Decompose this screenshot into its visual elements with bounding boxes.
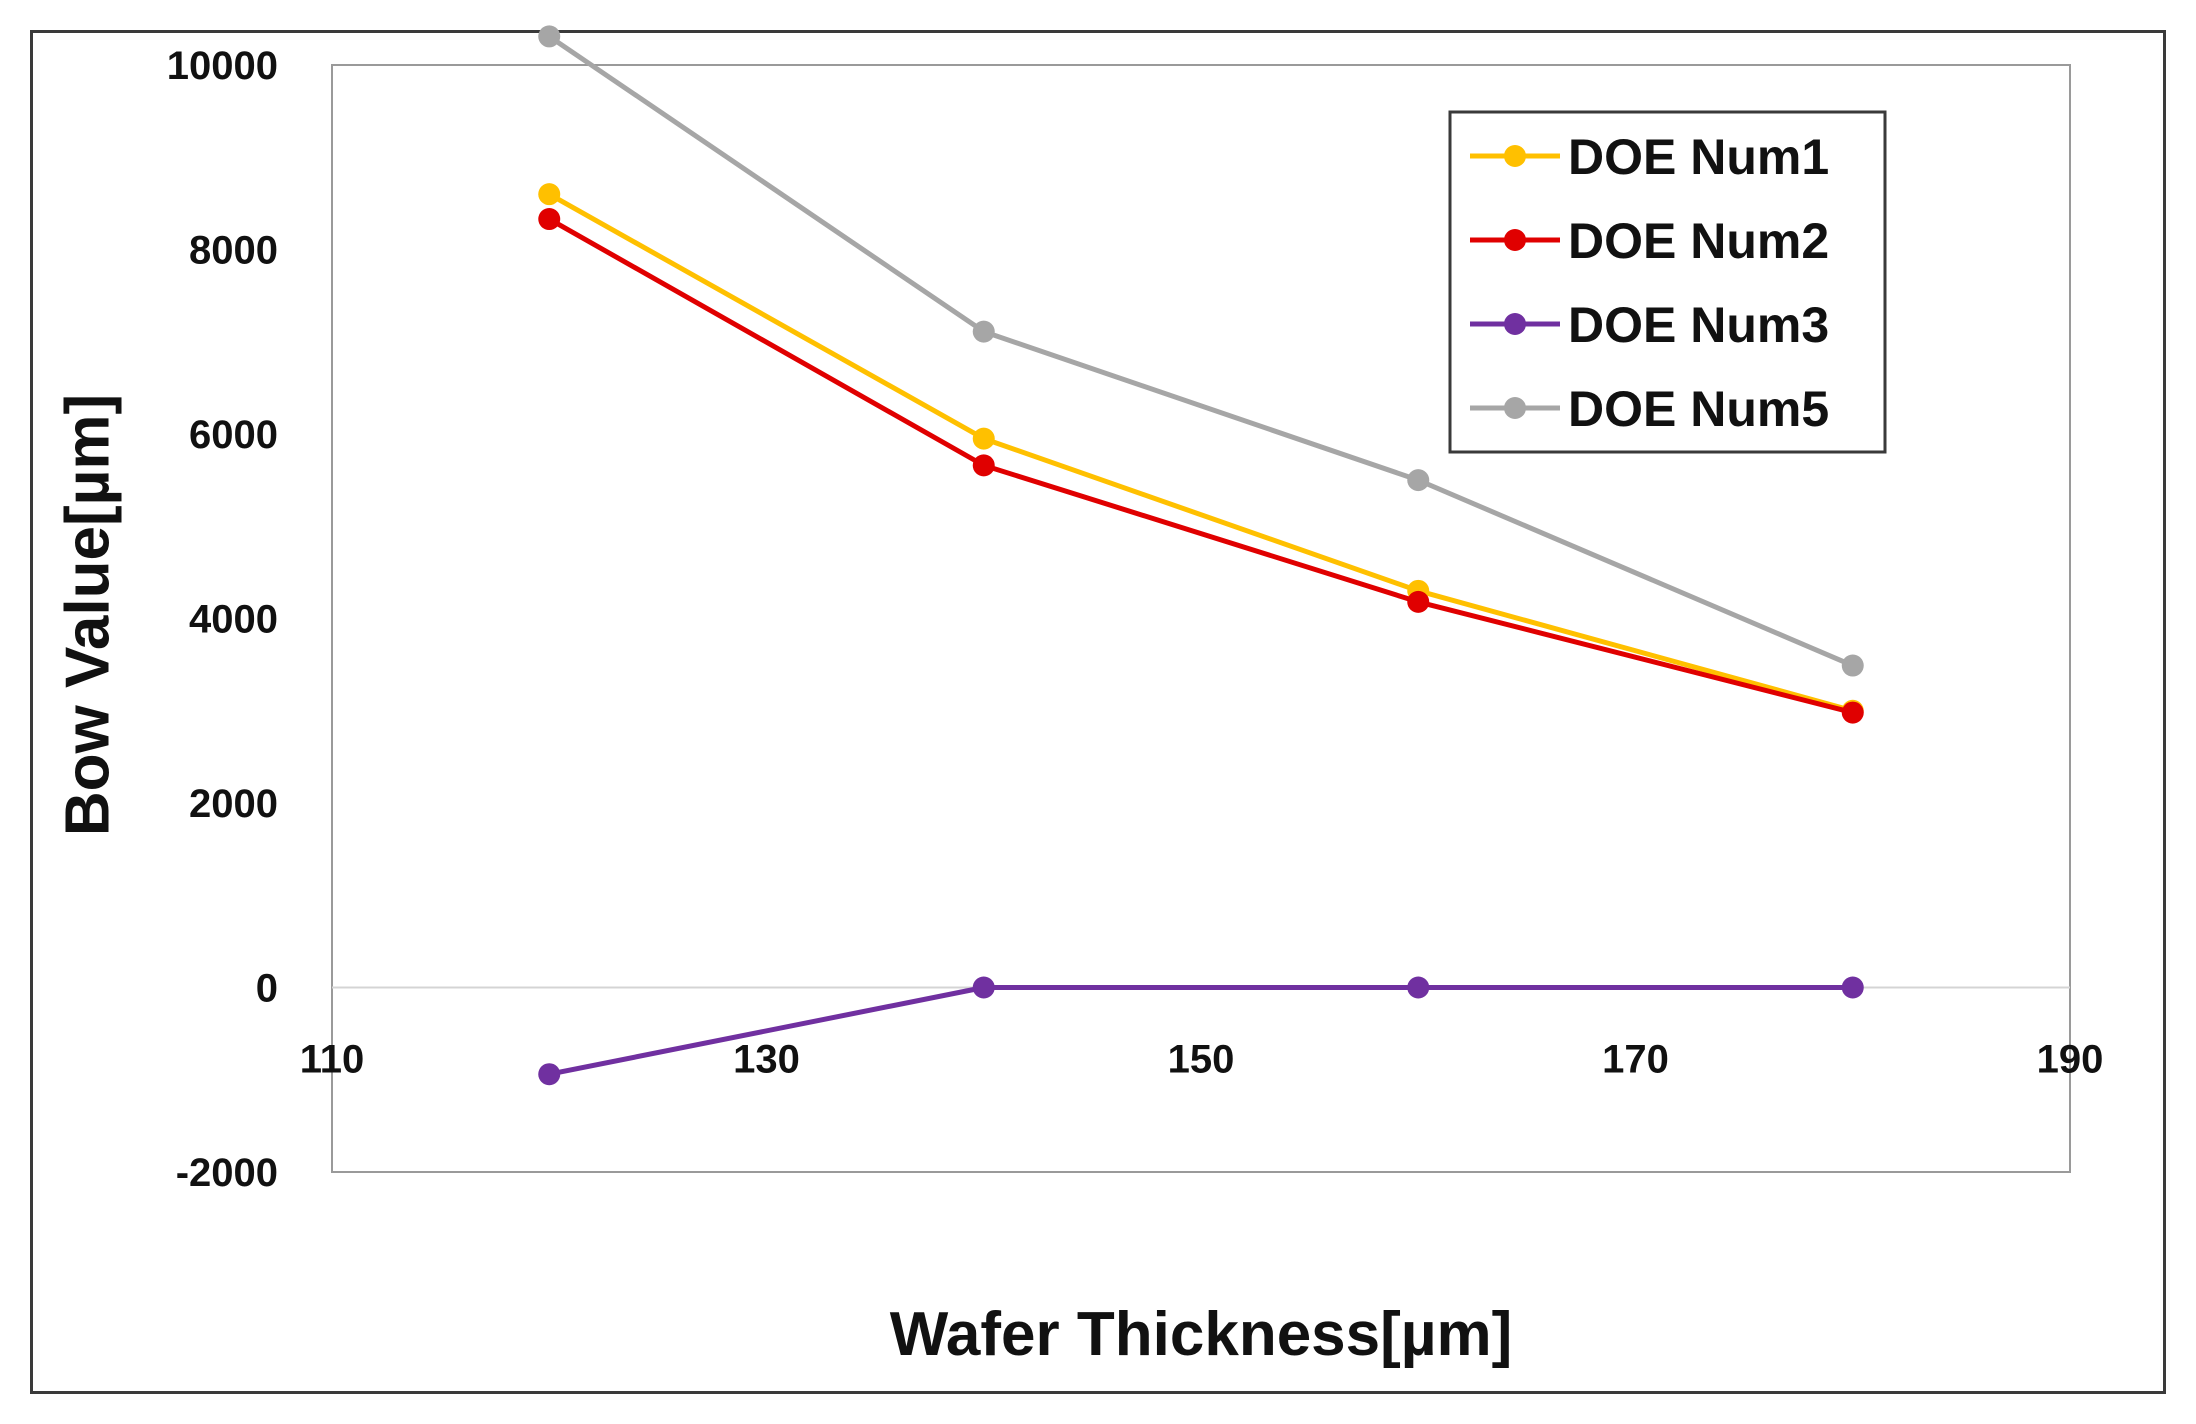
y-tick-label: 0 [256,967,278,1011]
legend-swatch-marker [1504,313,1526,335]
legend-label: DOE Num1 [1568,129,1829,185]
series-doe-num2 [538,208,1864,724]
data-point [538,25,561,48]
y-axis-tick-labels: -2000 0 2000 4000 6000 8000 10000 [167,44,278,1195]
y-tick-label: 10000 [167,44,278,88]
series-line [547,34,1854,668]
legend-label: DOE Num3 [1568,297,1829,353]
data-point [1407,590,1430,613]
legend: DOE Num1 DOE Num2 DOE Num3 DOE Num5 [1448,110,1887,454]
data-point [538,208,561,231]
legend-swatch-marker [1504,397,1526,419]
x-tick-label: 130 [733,1038,800,1082]
series-doe-num5 [538,25,1864,677]
data-point [538,1063,561,1086]
legend-label: DOE Num2 [1568,213,1829,269]
y-tick-label: -2000 [176,1151,278,1195]
x-axis-title: Wafer Thickness[µm] [890,1300,1513,1369]
y-tick-label: 8000 [189,229,278,273]
x-tick-label: 150 [1168,1038,1235,1082]
y-tick-label: 4000 [189,598,278,642]
legend-item: DOE Num2 [1470,213,1829,269]
plot-area [331,64,2071,1173]
data-point [972,427,995,450]
series-line [548,985,1853,1077]
data-point [972,976,995,999]
legend-item: DOE Num5 [1470,381,1829,437]
series-line [548,191,1854,714]
data-point [1841,654,1864,677]
series-line [548,216,1854,716]
legend-item: DOE Num1 [1470,129,1829,185]
data-point [538,183,561,206]
legend-box [1448,110,1887,454]
y-axis-title: Bow Value[µm] [53,394,122,836]
legend-label: DOE Num5 [1568,381,1829,437]
data-point [972,454,995,477]
x-tick-label: 110 [300,1038,365,1082]
legend-item: DOE Num3 [1470,297,1829,353]
data-point [1841,701,1864,724]
series-doe-num3 [538,976,1864,1086]
x-tick-label: 190 [2037,1038,2104,1082]
legend-swatch-marker [1504,229,1526,251]
data-point [1407,469,1430,492]
y-tick-label: 2000 [189,782,278,826]
data-point [1407,976,1430,999]
y-tick-label: 6000 [189,413,278,457]
data-point [1841,976,1864,999]
x-tick-label: 170 [1602,1038,1669,1082]
legend-swatch-marker [1504,145,1526,167]
data-point [972,320,995,343]
series-layer [538,25,1864,1086]
x-axis-tick-labels: 110 130 150 170 190 [300,1038,2104,1082]
